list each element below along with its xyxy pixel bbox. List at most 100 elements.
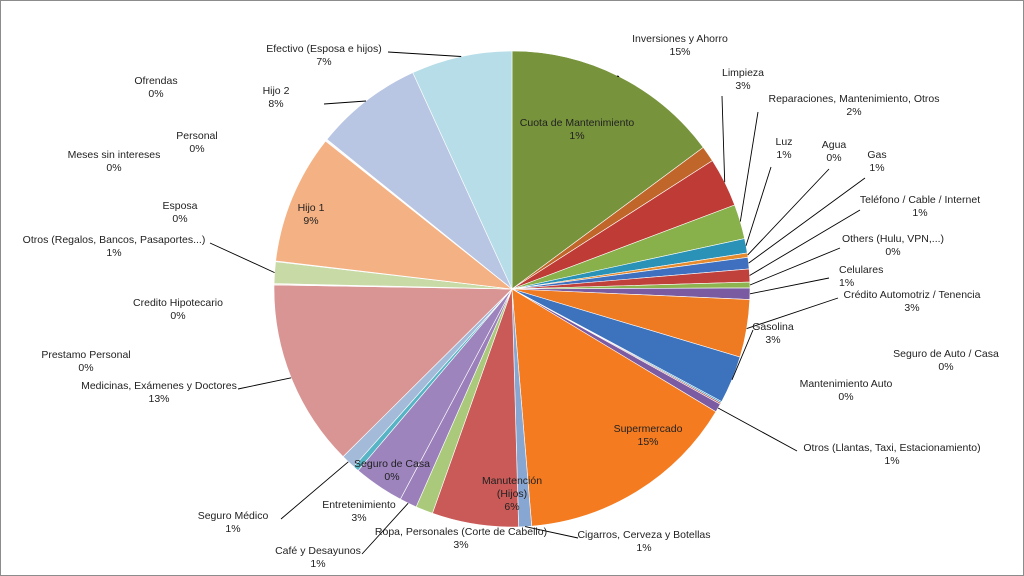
leader-line xyxy=(387,51,462,57)
leader-line xyxy=(731,329,754,380)
slice-label: Limpieza 3% xyxy=(722,67,764,92)
slice-name: Seguro de Casa xyxy=(354,458,430,470)
slice-name: Ropa, Personales (Corte de Cabello) xyxy=(375,526,547,538)
leader-line xyxy=(746,297,839,330)
slice-percent: 1% xyxy=(106,247,121,259)
slice-percent: 3% xyxy=(351,512,366,524)
slice-percent: 0% xyxy=(885,246,900,258)
leader-line xyxy=(616,75,620,77)
leader-line xyxy=(749,277,830,295)
leader-line xyxy=(323,100,367,105)
slice-name: Mantenimiento Auto xyxy=(800,378,893,390)
slice-percent: 9% xyxy=(303,215,318,227)
slice-name: Prestamo Personal xyxy=(41,349,130,361)
slice-label: Celulares 1% xyxy=(839,264,883,289)
leader-line xyxy=(361,502,409,555)
slice-percent: 1% xyxy=(912,207,927,219)
leader-line xyxy=(748,177,866,264)
slice-name: Café y Desayunos xyxy=(275,545,361,557)
slice-name: Gas xyxy=(867,149,886,161)
leader-line xyxy=(209,242,275,274)
slice-23-medicinas-examenes-y-doctores xyxy=(273,284,513,458)
slice-label: Cuota de Mantenimiento 1% xyxy=(520,117,635,142)
slice-label: Others (Hulu, VPN,...) 0% xyxy=(842,233,944,258)
leader-line xyxy=(525,526,579,539)
slice-label: Reparaciones, Mantenimiento, Otros 2% xyxy=(769,93,940,118)
slice-percent: 1% xyxy=(225,523,240,535)
slice-name: Efectivo (Esposa e hijos) xyxy=(266,43,382,55)
slice-name: Inversiones y Ahorro xyxy=(632,33,728,45)
slice-percent: 8% xyxy=(268,98,283,110)
slice-label: Ropa, Personales (Corte de Cabello) 3% xyxy=(375,526,547,551)
slice-label: Seguro Médico 1% xyxy=(198,510,269,535)
slice-32-hijo-2 xyxy=(326,72,513,290)
slice-label: Esposa 0% xyxy=(162,200,197,225)
slice-percent: 1% xyxy=(310,558,325,570)
slice-label: Gas 1% xyxy=(867,149,886,174)
slice-name: Otros (Llantas, Taxi, Estacionamiento) xyxy=(803,442,980,454)
slice-percent: 0% xyxy=(826,152,841,164)
slice-percent: 1% xyxy=(884,455,899,467)
slice-name: Cigarros, Cerveza y Botellas xyxy=(577,529,710,541)
slice-percent: 1% xyxy=(569,130,584,142)
slice-percent: 7% xyxy=(316,56,331,68)
slice-name: Hijo 2 xyxy=(263,85,290,97)
slice-label: Gasolina 3% xyxy=(752,321,794,346)
slice-label: Credito Hipotecario 0% xyxy=(133,297,223,322)
slice-label: Mantenimiento Auto 0% xyxy=(800,378,893,403)
leader-line xyxy=(237,377,292,390)
slice-name: Meses sin intereses xyxy=(68,149,161,161)
slice-name: Personal xyxy=(176,130,217,142)
slice-name: Agua xyxy=(822,139,847,151)
slice-percent: 0% xyxy=(148,88,163,100)
slice-label: Supermercado 15% xyxy=(614,423,683,448)
slice-percent: 1% xyxy=(776,149,791,161)
slice-label: Cigarros, Cerveza y Botellas 1% xyxy=(577,529,710,554)
leader-lines xyxy=(209,51,866,555)
slice-percent: 3% xyxy=(765,334,780,346)
slice-name: (Hijos) xyxy=(497,488,527,500)
slice-percent: 0% xyxy=(78,362,93,374)
slice-percent: 1% xyxy=(636,542,651,554)
slice-percent: 0% xyxy=(838,391,853,403)
leader-line xyxy=(739,111,759,222)
slice-percent: 0% xyxy=(938,361,953,373)
slice-label: Efectivo (Esposa e hijos) 7% xyxy=(266,43,382,68)
slice-name: Limpieza xyxy=(722,67,764,79)
slice-percent: 1% xyxy=(839,277,854,289)
slice-label: Luz 1% xyxy=(776,136,793,161)
leader-line xyxy=(749,209,861,276)
slice-percent: 1% xyxy=(869,162,884,174)
slice-label: Agua 0% xyxy=(822,139,847,164)
slice-name: Hijo 1 xyxy=(298,202,325,214)
slice-name: Seguro de Auto / Casa xyxy=(893,348,999,360)
leader-line xyxy=(721,95,726,183)
slice-label: Otros (Llantas, Taxi, Estacionamiento) 1% xyxy=(803,442,980,467)
slice-name: Medicinas, Exámenes y Doctores xyxy=(81,380,237,392)
slice-percent: 0% xyxy=(172,213,187,225)
slice-label: Seguro de Casa 0% xyxy=(354,458,430,483)
slice-percent: 15% xyxy=(637,436,658,448)
leader-line xyxy=(745,166,772,246)
slice-name: Manutención xyxy=(482,475,542,487)
slice-percent: 0% xyxy=(106,162,121,174)
slice-percent: 15% xyxy=(669,46,690,58)
slice-name: Esposa xyxy=(162,200,197,212)
slice-label: Meses sin intereses 0% xyxy=(68,149,161,174)
leader-line xyxy=(747,168,830,256)
slice-15-supermercado xyxy=(511,288,717,527)
slice-name: Reparaciones, Mantenimiento, Otros xyxy=(769,93,940,105)
slice-name: Crédito Automotriz / Tenencia xyxy=(844,289,981,301)
slice-33-efectivo-esposa-e-hijos xyxy=(412,50,513,290)
slice-name: Teléfono / Cable / Internet xyxy=(860,194,980,206)
slice-name: Supermercado xyxy=(614,423,683,435)
slice-percent: 0% xyxy=(170,310,185,322)
slice-percent: 13% xyxy=(148,393,169,405)
slice-percent: 3% xyxy=(735,80,750,92)
slice-percent: 2% xyxy=(846,106,861,118)
slice-label: Teléfono / Cable / Internet 1% xyxy=(860,194,980,219)
slice-label: Prestamo Personal 0% xyxy=(41,349,130,374)
slice-percent: 6% xyxy=(504,501,519,513)
pie-slices xyxy=(273,50,751,528)
